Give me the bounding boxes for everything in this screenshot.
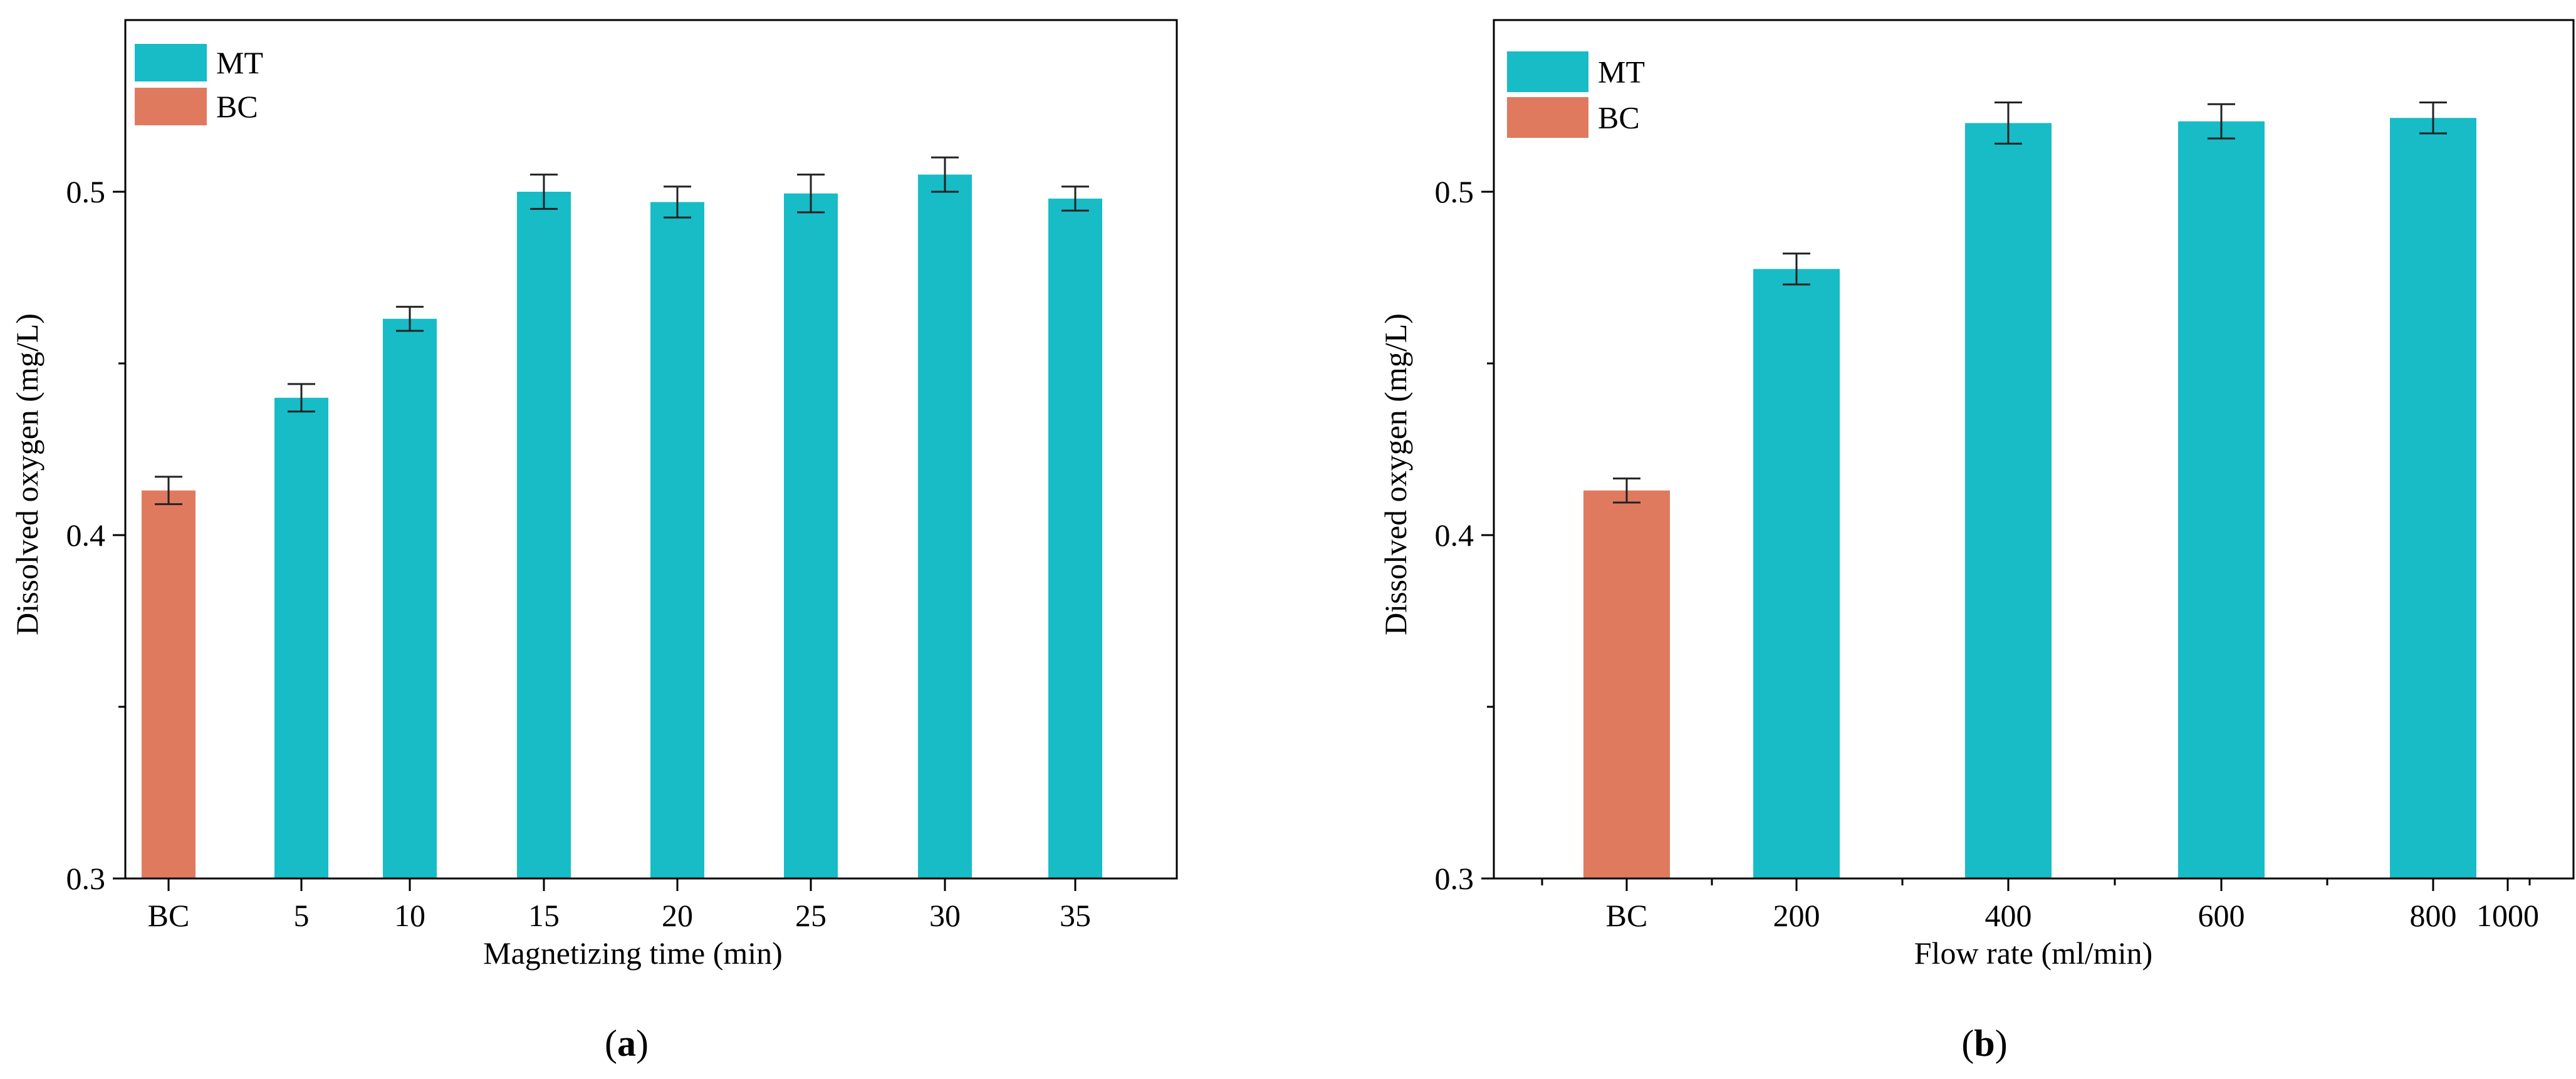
panel-label-letter: b: [1974, 1023, 1995, 1064]
panel-label-close: ): [1995, 1023, 2008, 1064]
y-tick-label-b: 0.4: [1435, 518, 1474, 553]
legend-swatch-mt-b: [1507, 51, 1588, 92]
bar-a-35: [1048, 198, 1102, 879]
y-axis-title-b: Dissolved oxygen (mg/L): [1378, 313, 1413, 635]
y-tick-label-b: 0.5: [1435, 174, 1474, 209]
x-tick-label-a: 25: [795, 898, 827, 933]
bar-a-30: [918, 174, 972, 879]
bar-a-BC: [142, 490, 196, 878]
y-tick-label-a: 0.4: [66, 518, 106, 553]
bar-a-15: [517, 192, 571, 878]
x-tick-label-a: 15: [528, 898, 560, 933]
x-axis-title-a: Magnetizing time (min): [483, 936, 783, 971]
chart-panel-a: 0.3 0.4 0.5 BC 5 10 15 20 25 30 35 Magnetizing time…: [9, 19, 1178, 1064]
x-tick-label-b: 1000: [2476, 898, 2539, 933]
legend-swatch-bc-b: [1507, 97, 1588, 138]
legend-swatch-bc-a: [135, 88, 207, 125]
panel-label-open: (: [605, 1023, 617, 1064]
bar-b-400: [1965, 123, 2052, 878]
bar-b-200: [1753, 269, 1840, 878]
legend-label-bc-b: BC: [1598, 100, 1640, 135]
x-tick-label-b: 400: [1985, 898, 2032, 933]
plot-frame-a: [124, 19, 1178, 880]
panel-label-letter: a: [617, 1023, 636, 1064]
x-tick-label-b: 600: [2198, 898, 2245, 933]
x-tick-label-a: 30: [929, 898, 961, 933]
legend-label-mt-b: MT: [1598, 55, 1645, 90]
bar-b-800: [2390, 118, 2476, 879]
y-tick-label-b: 0.3: [1435, 861, 1474, 896]
x-tick-label-a: BC: [148, 898, 190, 933]
bar-a-5: [274, 397, 328, 878]
x-tick-label-b: 200: [1773, 898, 1820, 933]
panel-label-a: (a): [605, 1023, 649, 1064]
legend-label-bc-a: BC: [216, 89, 258, 124]
bar-b-BC: [1583, 490, 1670, 878]
x-tick-label-a: 35: [1060, 898, 1091, 933]
x-axis-title-b: Flow rate (ml/min): [1914, 936, 2153, 971]
x-tick-label-a: 10: [394, 898, 425, 933]
bar-a-10: [383, 318, 437, 878]
bar-b-600: [2178, 121, 2265, 878]
panel-label-close: ): [636, 1023, 649, 1064]
chart-panel-b: 0.3 0.4 0.5 BC 200 400 600 800 1000 Flow rate (ml…: [1378, 19, 2575, 1064]
x-tick-label-b: BC: [1606, 898, 1648, 933]
panel-label-open: (: [1961, 1023, 1974, 1064]
legend-swatch-mt-a: [135, 44, 207, 81]
panel-label-b: (b): [1961, 1023, 2007, 1064]
bar-a-25: [784, 193, 838, 878]
plot-frame-b: [1493, 19, 2575, 880]
bar-a-20: [650, 202, 704, 879]
y-tick-label-a: 0.3: [66, 861, 106, 896]
x-tick-label-a: 5: [294, 898, 310, 933]
y-tick-label-a: 0.5: [66, 174, 106, 209]
y-axis-title-a: Dissolved oxygen (mg/L): [9, 313, 44, 635]
legend-label-mt-a: MT: [216, 45, 263, 80]
x-tick-label-a: 20: [662, 898, 693, 933]
x-tick-label-b: 800: [2410, 898, 2457, 933]
